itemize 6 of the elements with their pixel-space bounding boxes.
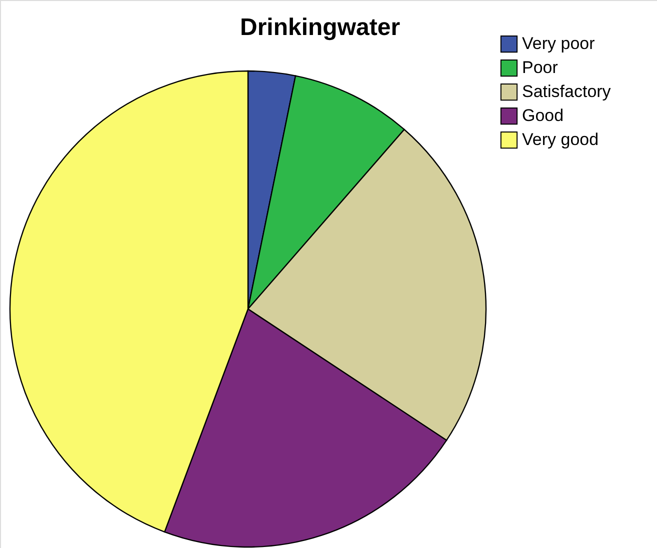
- legend-label: Very poor: [522, 34, 596, 53]
- legend-label: Satisfactory: [522, 82, 612, 101]
- chart-title: Drinkingwater: [240, 14, 400, 41]
- legend-label: Very good: [522, 130, 599, 149]
- legend-label: Poor: [522, 58, 558, 77]
- legend-label: Good: [522, 106, 564, 125]
